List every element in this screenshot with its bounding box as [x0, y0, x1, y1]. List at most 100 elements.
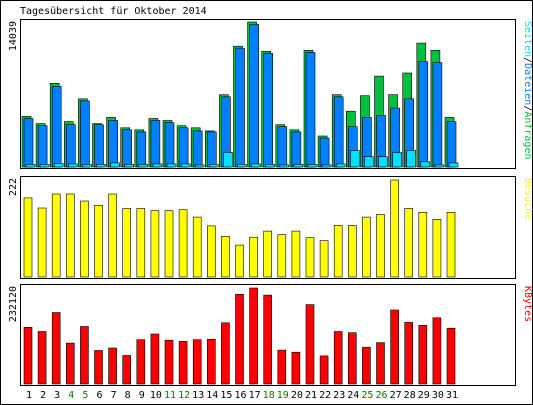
bar-besuche-day-25 — [362, 216, 371, 278]
bar-kbytes-day-13 — [192, 339, 202, 385]
bar-seiten-day-20 — [293, 164, 304, 168]
day-label: 9 — [139, 390, 145, 401]
bar-kbytes-day-25 — [362, 346, 371, 385]
day-label: 8 — [125, 390, 131, 401]
bar-besuche-day-16 — [235, 244, 244, 278]
bar-seiten-day-19 — [279, 164, 290, 168]
bar-besuche-day-10 — [150, 210, 160, 278]
bar-seiten-day-1 — [25, 164, 36, 168]
bar-seiten-day-11 — [166, 163, 177, 168]
bar-kbytes-day-11 — [164, 339, 174, 385]
day-label: 3 — [54, 390, 60, 401]
bar-dateien-day-17 — [249, 24, 259, 168]
panel-ymax-label: 232120 — [8, 286, 19, 322]
bar-seiten-day-2 — [39, 164, 50, 168]
day-label: 7 — [111, 390, 117, 401]
bar-dateien-day-4 — [66, 124, 76, 168]
bar-besuche-day-6 — [94, 205, 103, 278]
bar-kbytes-day-7 — [108, 347, 117, 385]
bar-besuche-day-7 — [108, 193, 117, 278]
bar-seiten-day-28 — [406, 150, 417, 168]
day-label: 29 — [418, 390, 430, 401]
bar-kbytes-day-21 — [305, 304, 315, 385]
bar-dateien-day-10 — [150, 120, 161, 168]
bar-besuche-day-29 — [418, 212, 428, 278]
bar-dateien-day-9 — [136, 131, 147, 168]
legend-item: Anfragen — [522, 111, 533, 159]
day-label: 11 — [164, 390, 176, 401]
bar-besuche-day-9 — [136, 208, 146, 278]
bar-kbytes-day-20 — [291, 351, 301, 385]
bar-seiten-day-30 — [434, 164, 445, 168]
panel-ymax-label: 14039 — [8, 21, 19, 51]
bar-seiten-day-6 — [96, 164, 106, 168]
day-label: 1 — [26, 390, 32, 401]
bar-seiten-day-15 — [223, 152, 233, 168]
day-label: 17 — [249, 390, 261, 401]
bar-kbytes-day-4 — [66, 342, 75, 385]
panel-ymax-label: 222 — [8, 178, 19, 196]
bar-kbytes-day-27 — [390, 309, 399, 385]
bar-kbytes-day-1 — [23, 326, 33, 385]
day-labels: 1 2 3 4 5 6 7 8 9 10 11 12 13 14 15 16 17 18 19 20 21 22 23 24 2… — [26, 390, 458, 401]
bar-dateien-day-31 — [446, 121, 457, 168]
bar-dateien-day-16 — [235, 47, 245, 168]
bar-seiten-day-26 — [378, 156, 388, 168]
bar-seiten-day-29 — [420, 161, 431, 168]
bar-kbytes-day-30 — [432, 317, 442, 385]
bar-kbytes-day-9 — [136, 339, 146, 385]
bar-dateien-day-19 — [277, 126, 288, 168]
legend-item: Dateien — [522, 63, 533, 105]
bar-dateien-day-20 — [291, 131, 302, 168]
bar-dateien-day-6 — [94, 124, 104, 168]
legend-item: / — [522, 105, 533, 111]
bar-besuche-day-14 — [207, 225, 216, 278]
panel-frame — [20, 284, 516, 386]
panel-frame — [20, 176, 516, 279]
day-label: 14 — [206, 390, 218, 401]
bar-besuche-day-12 — [178, 209, 188, 278]
bar-kbytes-day-17 — [249, 287, 258, 385]
bar-besuche-day-24 — [347, 225, 357, 278]
bar-seiten-day-25 — [364, 156, 374, 168]
bar-kbytes-day-19 — [277, 349, 287, 385]
panel-hits: 14039 Seiten/Dateien/Anfragen — [8, 19, 533, 169]
bar-kbytes-day-24 — [347, 332, 357, 385]
day-label: 28 — [404, 390, 416, 401]
bar-besuche-day-8 — [122, 208, 131, 278]
bar-seiten-day-21 — [307, 164, 318, 168]
bar-seiten-day-12 — [180, 163, 191, 168]
bar-seiten-day-24 — [349, 150, 360, 168]
bar-seiten-day-14 — [209, 164, 219, 168]
day-label: 16 — [234, 390, 246, 401]
bar-besuche-day-4 — [66, 193, 75, 278]
legend-item: Besuche — [522, 178, 533, 220]
panel-visits: 222 Besuche — [8, 176, 533, 279]
bar-kbytes-day-10 — [150, 333, 160, 385]
bar-besuche-day-31 — [446, 212, 456, 278]
bar-dateien-day-2 — [37, 125, 48, 168]
bar-besuche-day-22 — [319, 240, 329, 278]
bar-seiten-day-8 — [124, 164, 134, 168]
chart-title: Tagesübersicht für Oktober 2014 — [20, 6, 207, 17]
bar-kbytes-day-31 — [446, 327, 456, 385]
legend-item: / — [522, 57, 533, 63]
panel-legend: Besuche — [522, 178, 533, 220]
panel-frame — [20, 19, 516, 169]
bar-seiten-day-5 — [82, 164, 92, 168]
bar-dateien-day-18 — [263, 53, 274, 168]
day-label: 24 — [347, 390, 359, 401]
day-label: 18 — [263, 390, 275, 401]
bar-kbytes-day-14 — [207, 338, 216, 385]
bar-seiten-day-10 — [152, 163, 163, 168]
bar-kbytes-day-22 — [319, 355, 329, 385]
bar-besuche-day-20 — [291, 230, 301, 278]
bar-dateien-day-8 — [122, 129, 132, 168]
day-label: 6 — [96, 390, 102, 401]
day-label: 13 — [192, 390, 204, 401]
bar-besuche-day-18 — [263, 230, 273, 278]
bar-kbytes-day-23 — [333, 331, 343, 385]
bar-kbytes-day-28 — [404, 322, 414, 385]
bar-besuche-day-21 — [305, 237, 315, 278]
